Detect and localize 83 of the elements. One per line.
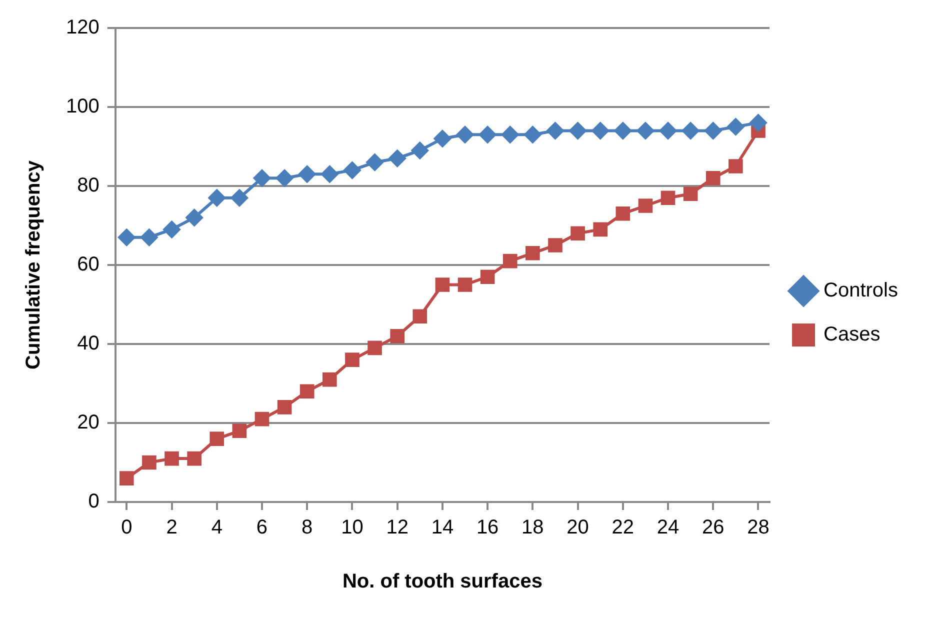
point [660, 122, 677, 140]
point [434, 130, 451, 148]
point [298, 166, 316, 183]
point [660, 190, 676, 206]
point [479, 126, 496, 144]
y-tick-label: 40 [77, 332, 100, 355]
point [345, 352, 360, 367]
x-tick-label: 4 [211, 516, 222, 539]
point [276, 170, 294, 187]
point [210, 432, 224, 446]
point [254, 412, 270, 426]
x-tick-label: 26 [702, 516, 724, 539]
point [140, 228, 158, 246]
y-tick-label: 0 [88, 490, 100, 513]
legend-label: Cases [824, 324, 880, 346]
x-tick-label: 28 [747, 516, 770, 539]
point [593, 222, 608, 237]
point [704, 122, 722, 140]
point [728, 159, 743, 174]
point [388, 150, 406, 167]
x-tick-label: 16 [476, 516, 499, 539]
point [526, 246, 540, 260]
point [142, 455, 156, 470]
x-tick-label: 24 [656, 516, 680, 539]
point [163, 220, 180, 238]
point [616, 206, 630, 221]
point [412, 309, 428, 324]
point [300, 384, 314, 399]
y-tick-label: 100 [66, 96, 100, 118]
point [164, 451, 179, 466]
point [456, 126, 474, 144]
x-tick-label: 18 [522, 516, 544, 539]
x-tick-label: 14 [431, 516, 454, 539]
point [480, 270, 495, 284]
point [524, 126, 542, 144]
point [390, 328, 404, 344]
point [614, 122, 632, 140]
y-tick-label: 60 [77, 254, 100, 276]
y-axis-title: Cumulative frequency [22, 160, 45, 370]
x-tick-label: 8 [302, 516, 313, 539]
x-tick-label: 6 [256, 516, 268, 539]
x-tick-label: 10 [341, 516, 364, 539]
x-tick-label: 0 [121, 516, 132, 539]
point [187, 451, 202, 466]
point [502, 254, 518, 268]
point [232, 424, 247, 438]
point [208, 189, 226, 206]
point [230, 189, 248, 206]
point [569, 122, 586, 140]
point [368, 340, 382, 356]
point [706, 170, 720, 186]
point [253, 170, 270, 187]
point [750, 114, 767, 132]
point [118, 228, 136, 246]
y-tick-label: 120 [66, 16, 100, 39]
point [344, 162, 361, 179]
point [636, 122, 654, 140]
point [186, 209, 203, 226]
x-tick-label: 12 [386, 516, 408, 539]
point [321, 166, 338, 183]
x-tick-label: 22 [612, 516, 634, 539]
point [727, 118, 744, 136]
point [682, 122, 700, 140]
x-tick-label: 2 [166, 516, 178, 539]
point [277, 400, 292, 414]
point [458, 278, 472, 292]
x-axis-title: No. of tooth surfaces [342, 570, 542, 593]
y-tick-label: 20 [77, 412, 100, 434]
legend-label: Controls [824, 280, 898, 302]
point [119, 471, 134, 486]
point [366, 154, 384, 171]
point [683, 186, 698, 202]
point [502, 126, 519, 144]
point [548, 238, 562, 252]
point [411, 142, 428, 159]
point [546, 122, 564, 140]
point [322, 372, 337, 387]
x-tick-label: 20 [566, 516, 589, 539]
point [638, 198, 653, 213]
y-tick-label: 80 [77, 174, 100, 197]
point [570, 226, 585, 241]
point [435, 278, 450, 292]
point [592, 122, 609, 140]
